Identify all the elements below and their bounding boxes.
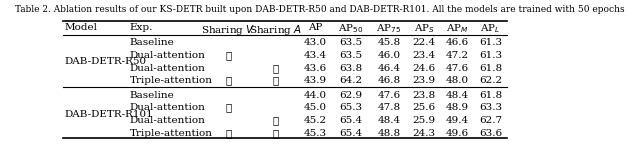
Text: 25.9: 25.9	[413, 116, 436, 125]
Text: 48.9: 48.9	[445, 103, 469, 112]
Text: ✓: ✓	[225, 76, 231, 85]
Text: 65.4: 65.4	[339, 116, 362, 125]
Text: 61.3: 61.3	[479, 51, 502, 60]
Text: Triple-attention: Triple-attention	[130, 129, 213, 138]
Text: 44.0: 44.0	[304, 91, 327, 100]
Text: Dual-attention: Dual-attention	[130, 64, 206, 73]
Text: ✓: ✓	[272, 64, 278, 73]
Text: DAB-DETR-R101: DAB-DETR-R101	[65, 110, 153, 119]
Text: 23.9: 23.9	[413, 76, 436, 85]
Text: Table 2. Ablation results of our KS-DETR built upon DAB-DETR-R50 and DAB-DETR-R1: Table 2. Ablation results of our KS-DETR…	[15, 5, 625, 14]
Text: 23.8: 23.8	[413, 91, 436, 100]
Text: 49.6: 49.6	[445, 129, 469, 138]
Text: 22.4: 22.4	[413, 39, 436, 47]
Text: 63.5: 63.5	[339, 39, 362, 47]
Text: 43.4: 43.4	[304, 51, 327, 60]
Text: 48.8: 48.8	[377, 129, 401, 138]
Text: ✓: ✓	[272, 116, 278, 125]
Text: Dual-attention: Dual-attention	[130, 116, 206, 125]
Text: ✓: ✓	[272, 129, 278, 138]
Text: Exp.: Exp.	[130, 23, 154, 32]
Text: Dual-attention: Dual-attention	[130, 51, 206, 60]
Text: AP$_{75}$: AP$_{75}$	[376, 23, 401, 35]
Text: ✓: ✓	[225, 51, 231, 60]
Text: 45.8: 45.8	[377, 39, 401, 47]
Text: Baseline: Baseline	[130, 91, 175, 100]
Text: Model: Model	[65, 23, 97, 32]
Text: 49.4: 49.4	[445, 116, 469, 125]
Text: Dual-attention: Dual-attention	[130, 103, 206, 112]
Text: DAB-DETR-R50: DAB-DETR-R50	[65, 57, 147, 66]
Text: 43.0: 43.0	[304, 39, 327, 47]
Text: 25.6: 25.6	[413, 103, 436, 112]
Text: 46.4: 46.4	[377, 64, 401, 73]
Text: 64.2: 64.2	[339, 76, 362, 85]
Text: 63.5: 63.5	[339, 51, 362, 60]
Text: 48.4: 48.4	[445, 91, 469, 100]
Text: 23.4: 23.4	[413, 51, 436, 60]
Text: 45.2: 45.2	[304, 116, 327, 125]
Text: AP$_L$: AP$_L$	[480, 23, 500, 35]
Text: 46.0: 46.0	[377, 51, 401, 60]
Text: Baseline: Baseline	[130, 39, 175, 47]
Text: Sharing $V$: Sharing $V$	[201, 23, 255, 37]
Text: AP$_M$: AP$_M$	[446, 23, 468, 35]
Text: 46.8: 46.8	[377, 76, 401, 85]
Text: 43.6: 43.6	[304, 64, 327, 73]
Text: 47.8: 47.8	[377, 103, 401, 112]
Text: 47.6: 47.6	[377, 91, 401, 100]
Text: 62.7: 62.7	[479, 116, 502, 125]
Text: ✓: ✓	[225, 103, 231, 112]
Text: 61.8: 61.8	[479, 91, 502, 100]
Text: ✓: ✓	[225, 129, 231, 138]
Text: AP$_{50}$: AP$_{50}$	[339, 23, 364, 35]
Text: 43.9: 43.9	[304, 76, 327, 85]
Text: 62.2: 62.2	[479, 76, 502, 85]
Text: 46.6: 46.6	[445, 39, 469, 47]
Text: 61.3: 61.3	[479, 39, 502, 47]
Text: 47.6: 47.6	[445, 64, 469, 73]
Text: Triple-attention: Triple-attention	[130, 76, 213, 85]
Text: 48.0: 48.0	[445, 76, 469, 85]
Text: 24.3: 24.3	[413, 129, 436, 138]
Text: 62.9: 62.9	[339, 91, 362, 100]
Text: 48.4: 48.4	[377, 116, 401, 125]
Text: 47.2: 47.2	[445, 51, 469, 60]
Text: 24.6: 24.6	[413, 64, 436, 73]
Text: 65.4: 65.4	[339, 129, 362, 138]
Text: AP: AP	[308, 23, 323, 32]
Text: AP$_S$: AP$_S$	[413, 23, 435, 35]
Text: 63.3: 63.3	[479, 103, 502, 112]
Text: 45.3: 45.3	[304, 129, 327, 138]
Text: Sharing $A$: Sharing $A$	[249, 23, 302, 37]
Text: 65.3: 65.3	[339, 103, 362, 112]
Text: 45.0: 45.0	[304, 103, 327, 112]
Text: ✓: ✓	[272, 76, 278, 85]
Text: 63.8: 63.8	[339, 64, 362, 73]
Text: 61.8: 61.8	[479, 64, 502, 73]
Text: 63.6: 63.6	[479, 129, 502, 138]
